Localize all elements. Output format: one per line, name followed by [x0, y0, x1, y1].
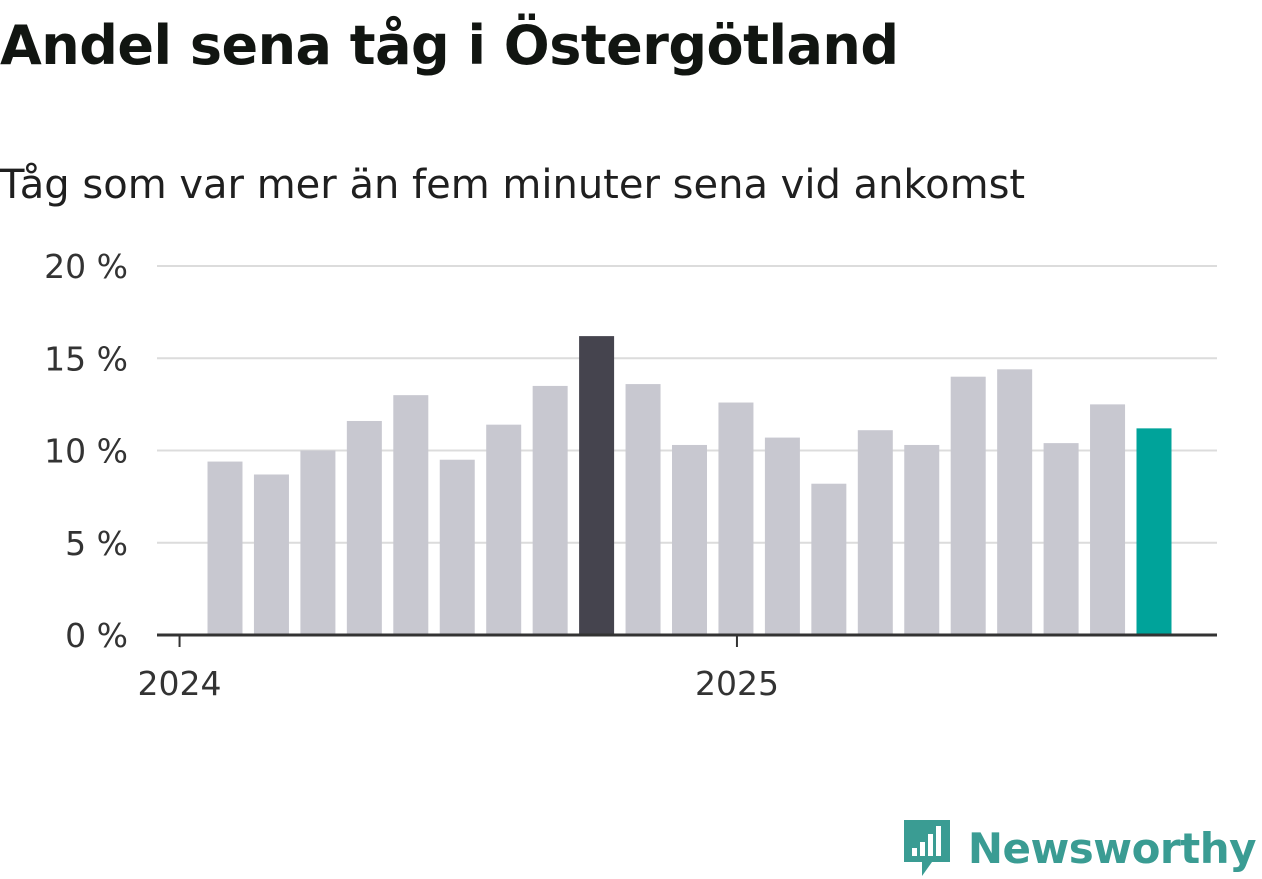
- bar: [207, 461, 243, 635]
- x-tick-label: 2025: [695, 664, 779, 703]
- newsworthy-logo-text: Newsworthy: [967, 823, 1257, 873]
- bar: [625, 384, 661, 635]
- bar: [1090, 404, 1126, 635]
- bar: [393, 395, 429, 635]
- bar: [1043, 443, 1079, 635]
- y-tick-label: 15 %: [44, 339, 128, 378]
- chart-subtitle: Tåg som var mer än fem minuter sena vid …: [0, 162, 1026, 208]
- bar: [997, 369, 1033, 635]
- bar: [579, 336, 615, 635]
- bars: [207, 336, 1172, 635]
- bar: [811, 483, 847, 635]
- bar-chart: 0 % 5 % 10 % 15 % 20 % 2024 2025: [44, 247, 1217, 703]
- bar: [253, 474, 289, 635]
- bar: [532, 385, 568, 635]
- bar: [300, 450, 336, 635]
- bar: [857, 430, 893, 635]
- bar: [764, 437, 800, 635]
- bar: [346, 420, 382, 635]
- bar: [1136, 428, 1172, 635]
- bar: [718, 402, 754, 635]
- newsworthy-logo-icon: [903, 820, 950, 876]
- x-tick-label: 2024: [138, 664, 222, 703]
- bar: [950, 376, 986, 635]
- bar: [904, 444, 940, 635]
- bar: [439, 459, 475, 635]
- y-tick-label: 10 %: [44, 432, 128, 471]
- axes: 0 % 5 % 10 % 15 % 20 % 2024 2025: [44, 247, 1217, 703]
- y-tick-label: 0 %: [65, 616, 128, 655]
- y-tick-label: 5 %: [65, 524, 128, 563]
- y-tick-label: 20 %: [44, 247, 128, 286]
- bar: [486, 424, 522, 635]
- bar: [672, 444, 707, 635]
- chart-title: Andel sena tåg i Östergötland: [0, 14, 899, 77]
- newsworthy-logo: Newsworthy: [902, 818, 1257, 878]
